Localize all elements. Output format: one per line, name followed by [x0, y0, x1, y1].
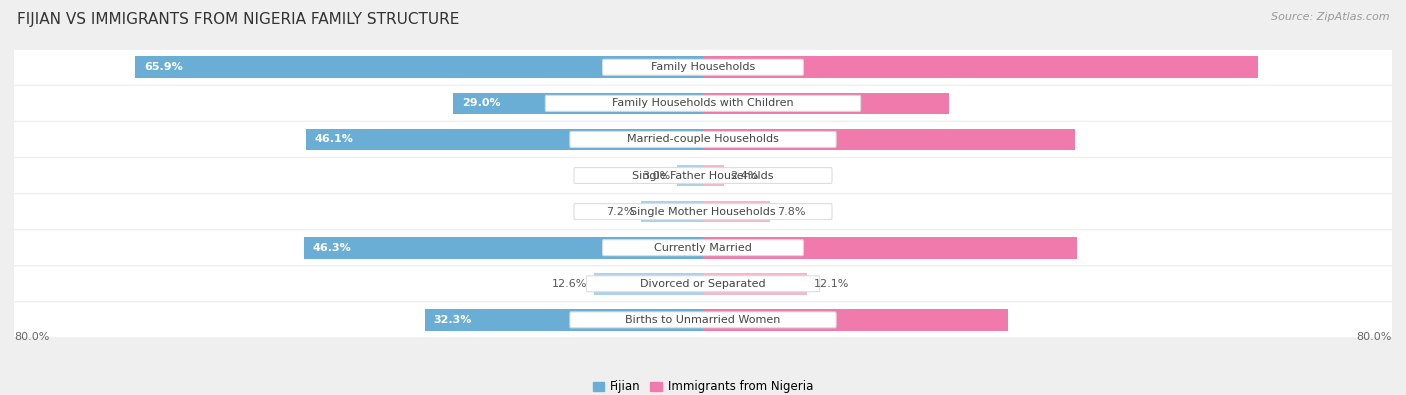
FancyBboxPatch shape: [10, 50, 1396, 85]
Bar: [703, 201, 770, 222]
FancyBboxPatch shape: [574, 167, 832, 183]
FancyBboxPatch shape: [10, 267, 1396, 301]
Text: Family Households with Children: Family Households with Children: [612, 98, 794, 108]
Text: 12.6%: 12.6%: [553, 279, 588, 289]
Bar: [703, 273, 807, 295]
FancyBboxPatch shape: [10, 194, 1396, 229]
FancyBboxPatch shape: [10, 303, 1396, 337]
Text: 43.2%: 43.2%: [1083, 134, 1121, 145]
Text: Births to Unmarried Women: Births to Unmarried Women: [626, 315, 780, 325]
Bar: [703, 92, 949, 114]
Bar: [453, 92, 703, 114]
Text: 32.3%: 32.3%: [433, 315, 472, 325]
Text: 7.2%: 7.2%: [606, 207, 634, 216]
FancyBboxPatch shape: [10, 86, 1396, 120]
Bar: [595, 273, 703, 295]
Text: 80.0%: 80.0%: [14, 332, 49, 342]
Bar: [307, 129, 703, 150]
Text: FIJIAN VS IMMIGRANTS FROM NIGERIA FAMILY STRUCTURE: FIJIAN VS IMMIGRANTS FROM NIGERIA FAMILY…: [17, 12, 460, 27]
Bar: [425, 309, 703, 331]
FancyBboxPatch shape: [569, 312, 837, 328]
Text: 28.6%: 28.6%: [956, 98, 995, 108]
Bar: [703, 309, 1008, 331]
Text: 29.0%: 29.0%: [461, 98, 501, 108]
FancyBboxPatch shape: [546, 96, 860, 111]
FancyBboxPatch shape: [586, 276, 820, 292]
Text: 80.0%: 80.0%: [1357, 332, 1392, 342]
Text: Divorced or Separated: Divorced or Separated: [640, 279, 766, 289]
Bar: [641, 201, 703, 222]
Bar: [703, 165, 724, 186]
FancyBboxPatch shape: [569, 132, 837, 147]
FancyBboxPatch shape: [603, 240, 803, 256]
Text: Single Father Households: Single Father Households: [633, 171, 773, 181]
FancyBboxPatch shape: [603, 59, 803, 75]
Text: Single Mother Households: Single Mother Households: [630, 207, 776, 216]
Bar: [703, 237, 1077, 258]
Bar: [703, 56, 1257, 78]
Text: 7.8%: 7.8%: [778, 207, 806, 216]
Text: 46.3%: 46.3%: [314, 243, 352, 253]
Text: 46.1%: 46.1%: [315, 134, 353, 145]
Text: 3.0%: 3.0%: [643, 171, 671, 181]
Text: Married-couple Households: Married-couple Households: [627, 134, 779, 145]
Text: 12.1%: 12.1%: [814, 279, 849, 289]
Text: 35.4%: 35.4%: [1015, 315, 1053, 325]
Text: Family Households: Family Households: [651, 62, 755, 72]
FancyBboxPatch shape: [574, 204, 832, 220]
FancyBboxPatch shape: [10, 230, 1396, 265]
Text: 2.4%: 2.4%: [731, 171, 759, 181]
Bar: [135, 56, 703, 78]
Bar: [703, 129, 1076, 150]
Bar: [304, 237, 703, 258]
Text: 43.4%: 43.4%: [1084, 243, 1122, 253]
FancyBboxPatch shape: [10, 122, 1396, 157]
Text: 64.4%: 64.4%: [1264, 62, 1303, 72]
Text: 65.9%: 65.9%: [143, 62, 183, 72]
Text: Currently Married: Currently Married: [654, 243, 752, 253]
Text: Source: ZipAtlas.com: Source: ZipAtlas.com: [1271, 12, 1389, 22]
Bar: [678, 165, 703, 186]
FancyBboxPatch shape: [10, 158, 1396, 193]
Legend: Fijian, Immigrants from Nigeria: Fijian, Immigrants from Nigeria: [588, 376, 818, 395]
